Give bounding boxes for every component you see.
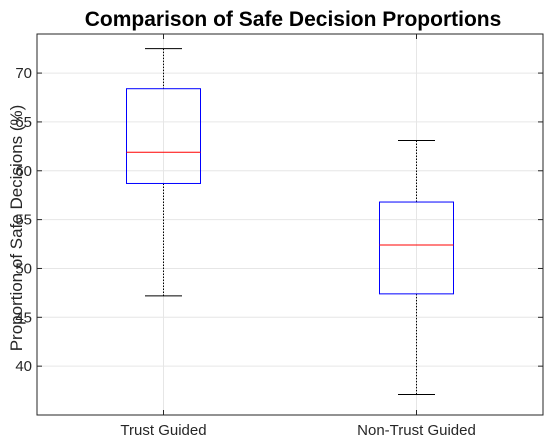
y-tick-label: 40 — [15, 358, 32, 375]
y-tick-label: 50 — [15, 260, 32, 277]
y-tick-label: 70 — [15, 65, 32, 82]
boxes — [126, 48, 454, 395]
y-tick-label: 65 — [15, 114, 32, 131]
box-0 — [126, 48, 201, 297]
iqr-box — [126, 88, 201, 184]
box-1 — [379, 139, 454, 395]
chart-title: Comparison of Safe Decision Proportions — [85, 8, 502, 31]
y-tick-label: 55 — [15, 212, 32, 229]
x-tick-label: Non-Trust Guided — [357, 422, 476, 439]
axes-frame — [36, 33, 544, 416]
x-tick-label: Trust Guided — [120, 422, 206, 439]
tick-labels: 40 45 50 55 60 65 70 Trust Guided Non-Trust Guid… — [15, 65, 476, 439]
y-tick-label: 45 — [15, 309, 32, 326]
grid-lines — [37, 34, 543, 415]
y-axis-label: Proportion of Safe Decisions (%) — [7, 105, 26, 352]
y-tick-label: 60 — [15, 163, 32, 180]
axes — [36, 33, 544, 416]
iqr-box — [379, 201, 454, 295]
